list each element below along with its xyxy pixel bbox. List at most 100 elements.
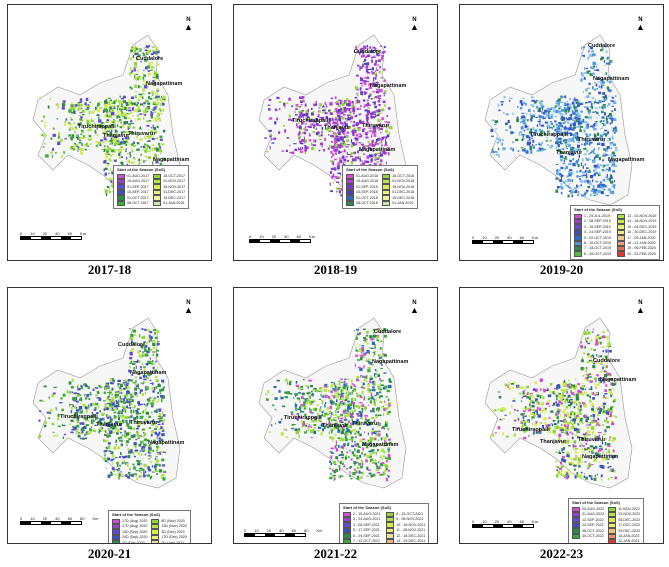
panel-year-caption: 2017-18 [87, 262, 132, 277]
sos-pixel [135, 383, 138, 386]
sos-pixel [69, 127, 72, 130]
sos-pixel [335, 144, 338, 147]
sos-pixel [384, 423, 388, 427]
sos-pixel [49, 98, 52, 100]
sos-pixel [88, 415, 91, 419]
sos-pixel [122, 95, 126, 99]
sos-pixel [552, 404, 555, 407]
sos-pixel [597, 132, 600, 136]
sos-pixel [596, 111, 598, 115]
sos-pixel [382, 413, 384, 416]
sos-pixel [154, 428, 158, 430]
sos-pixel [79, 112, 83, 114]
sos-pixel [383, 79, 386, 82]
sos-pixel [559, 173, 562, 175]
sos-pixel [613, 185, 616, 189]
sos-pixel [140, 440, 142, 445]
sos-pixel [376, 466, 379, 471]
sos-pixel [332, 439, 334, 443]
sos-pixel [70, 410, 73, 414]
sos-pixel [386, 406, 390, 409]
sos-pixel [312, 399, 316, 402]
sos-pixel [538, 107, 542, 110]
sos-pixel [119, 437, 121, 439]
sos-pixel [274, 422, 276, 425]
sos-pixel [359, 332, 362, 335]
sos-pixel [373, 55, 375, 57]
sos-pixel [338, 383, 341, 386]
sos-pixel [577, 119, 580, 121]
sos-pixel [155, 459, 159, 463]
sos-pixel [602, 424, 604, 426]
sos-pixel [556, 138, 559, 142]
sos-pixel [347, 117, 351, 121]
sos-pixel [330, 415, 332, 418]
sos-pixel [529, 149, 533, 151]
sos-pixel [271, 142, 275, 144]
sos-pixel [357, 127, 361, 130]
sos-pixel [328, 109, 330, 112]
sos-pixel [578, 164, 581, 167]
sos-pixel [85, 105, 87, 108]
sos-pixel [107, 457, 111, 461]
sos-pixel [156, 46, 158, 49]
legend-swatch [617, 245, 626, 252]
sos-pixel [368, 389, 372, 392]
sos-pixel [337, 102, 339, 106]
sos-pixel [108, 430, 113, 434]
sos-pixel [130, 162, 133, 164]
sos-pixel [282, 405, 286, 408]
sos-pixel [355, 420, 357, 424]
scale-tick: 10 [254, 528, 259, 533]
sos-pixel [608, 117, 611, 119]
sos-pixel [106, 120, 109, 123]
sos-pixel [112, 139, 116, 143]
sos-pixel [131, 69, 133, 72]
sos-pixel [148, 447, 151, 449]
legend-label: 13 - 02-NOV-2019 [627, 213, 657, 218]
sos-pixel [344, 415, 346, 417]
sos-pixel [86, 410, 89, 412]
sos-pixel [567, 121, 570, 124]
sos-pixel [135, 45, 137, 48]
sos-pixel [385, 477, 388, 482]
sos-pixel [576, 141, 580, 144]
sos-pixel [120, 146, 122, 148]
sos-pixel [501, 139, 504, 142]
sos-pixel [373, 402, 376, 406]
sos-pixel [337, 115, 339, 118]
sos-pixel [360, 471, 364, 474]
sos-pixel [374, 373, 376, 377]
sos-pixel [130, 119, 132, 123]
sos-pixel [366, 121, 369, 125]
sos-pixel [97, 422, 100, 425]
sos-pixel [362, 145, 366, 149]
sos-pixel [377, 430, 380, 433]
sos-pixel [71, 112, 74, 115]
sos-pixel [147, 81, 149, 85]
sos-pixel [162, 98, 166, 101]
sos-pixel [334, 142, 336, 146]
sos-pixel [588, 158, 591, 161]
sos-pixel [109, 424, 113, 426]
sos-classified-area [265, 328, 393, 482]
sos-pixel [142, 79, 145, 82]
sos-pixel [97, 126, 102, 128]
sos-pixel [375, 462, 377, 466]
sos-pixel [308, 423, 310, 426]
sos-pixel [68, 107, 71, 110]
sos-pixel [606, 57, 609, 60]
legend-label: 3D (Dec) 2020 [161, 529, 185, 534]
sos-pixel [557, 98, 561, 101]
sos-pixel [325, 116, 329, 119]
sos-pixel [335, 383, 337, 386]
sos-pixel [566, 433, 570, 436]
sos-pixel [385, 421, 388, 423]
legend-item: 24D (Sep) 2020 [112, 534, 147, 541]
sos-pixel [155, 76, 159, 79]
place-label: Thanjavur [103, 133, 130, 139]
sos-pixel [612, 170, 616, 173]
sos-pixel [132, 144, 136, 147]
sos-pixel [342, 386, 347, 390]
sos-pixel [113, 469, 116, 472]
